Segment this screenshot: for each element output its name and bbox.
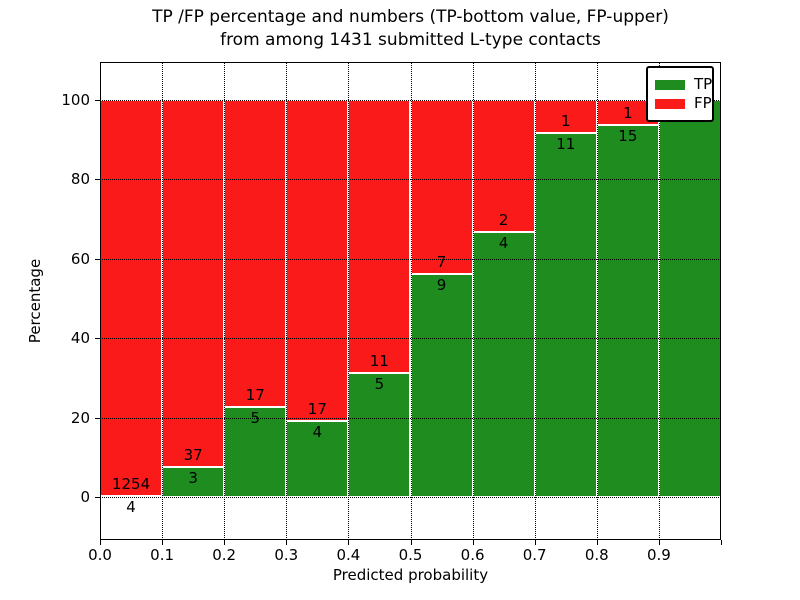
x-tick-label: 0.1 — [150, 546, 175, 564]
legend-entry-label: TP — [694, 75, 713, 93]
x-axis-label: Predicted probability — [332, 566, 489, 584]
y-tick-mark — [95, 100, 100, 101]
tp-value-label: 4 — [498, 234, 509, 253]
v-gridline — [162, 62, 164, 540]
x-tick-label: 0.5 — [398, 546, 423, 564]
x-tick-mark — [162, 540, 164, 545]
x-tick-label: 0.0 — [88, 546, 112, 564]
tp-value-label: 5 — [250, 408, 260, 427]
bar-tp-segment — [658, 100, 721, 497]
fp-value-label: 1 — [560, 112, 571, 131]
legend-entry: FP — [655, 95, 712, 112]
v-gridline — [410, 62, 412, 540]
x-tick-mark — [100, 540, 101, 545]
y-tick-mark — [95, 338, 100, 340]
y-axis-label: Percentage — [26, 258, 45, 344]
x-tick-mark — [286, 540, 288, 545]
bar-tp-segment — [162, 467, 225, 497]
x-tick-label: 0.3 — [274, 546, 299, 564]
y-tick-label: 60 — [70, 249, 90, 268]
v-gridline — [596, 62, 598, 540]
y-tick-label: 80 — [70, 170, 90, 189]
x-tick-label: 0.9 — [646, 546, 671, 564]
v-gridline — [658, 62, 660, 540]
bar-tp-segment — [286, 421, 349, 497]
bar-fp-segment — [162, 100, 225, 468]
bar-tp-segment — [472, 232, 535, 497]
y-axis-label-wrap: Percentage — [18, 62, 52, 540]
bar-tp-segment — [596, 124, 659, 497]
y-tick-mark — [95, 258, 100, 260]
x-tick-mark — [596, 540, 598, 545]
fp-value-label: 17 — [245, 385, 265, 404]
x-tick-mark — [410, 540, 412, 545]
tp-value-label: 4 — [312, 423, 323, 442]
x-tick-label: 0.6 — [460, 546, 485, 564]
legend-entry-label: FP — [694, 94, 712, 112]
chart-title-line1: TP /FP percentage and numbers (TP-bottom… — [152, 7, 669, 27]
legend-entry: TP — [655, 76, 712, 93]
fp-swatch-icon — [655, 98, 685, 109]
x-tick-label: 0.7 — [522, 546, 547, 564]
v-gridline — [348, 62, 350, 540]
bar-tp-segment — [534, 133, 597, 497]
v-gridline — [286, 62, 288, 540]
legend: TP FP — [646, 66, 714, 122]
v-gridline — [224, 62, 226, 540]
x-tick-label: 0.2 — [212, 546, 237, 564]
bar-fp-segment — [224, 100, 287, 407]
chart-title-line2: from among 1431 submitted L-type contact… — [220, 30, 601, 50]
y-tick-label: 20 — [70, 408, 90, 427]
plot-area: 12544373175174115792411111524 — [100, 62, 721, 540]
tp-value-label: 3 — [188, 469, 198, 488]
bar-fp-segment — [410, 100, 473, 274]
fp-value-label: 7 — [436, 252, 447, 271]
v-gridline — [534, 62, 536, 540]
v-gridline — [472, 62, 474, 540]
bar-fp-segment — [286, 100, 349, 422]
bar-fp-segment — [348, 100, 411, 373]
x-tick-mark — [348, 540, 350, 545]
y-tick-mark — [95, 417, 100, 419]
tp-swatch-icon — [655, 79, 685, 90]
chart-title: TP /FP percentage and numbers (TP-bottom… — [100, 6, 721, 52]
tp-value-label: 4 — [126, 497, 136, 516]
y-tick-label: 0 — [80, 488, 90, 506]
tp-value-label: 11 — [556, 135, 576, 154]
fp-value-label: 1254 — [111, 474, 151, 493]
tp-value-label: 15 — [618, 126, 638, 145]
tp-value-label: 9 — [436, 275, 447, 294]
x-tick-label: 0.4 — [336, 546, 361, 564]
fp-value-label: 2 — [498, 211, 509, 230]
x-tick-mark — [224, 540, 226, 545]
fp-value-label: 17 — [307, 400, 327, 419]
fp-value-label: 11 — [369, 351, 389, 370]
y-tick-label: 40 — [70, 329, 90, 348]
fp-value-label: 1 — [623, 103, 633, 122]
y-tick-label: 100 — [61, 91, 90, 109]
x-tick-label: 0.8 — [584, 546, 609, 564]
x-tick-mark — [472, 540, 474, 545]
x-tick-mark — [534, 540, 536, 545]
tp-value-label: 5 — [374, 374, 385, 393]
fp-value-label: 37 — [183, 446, 203, 465]
bar-tp-segment — [410, 273, 473, 497]
bar-fp-segment — [100, 100, 163, 496]
y-tick-mark — [95, 179, 100, 181]
x-tick-mark — [658, 540, 660, 545]
x-tick-mark — [721, 540, 722, 545]
y-tick-mark — [95, 497, 100, 498]
